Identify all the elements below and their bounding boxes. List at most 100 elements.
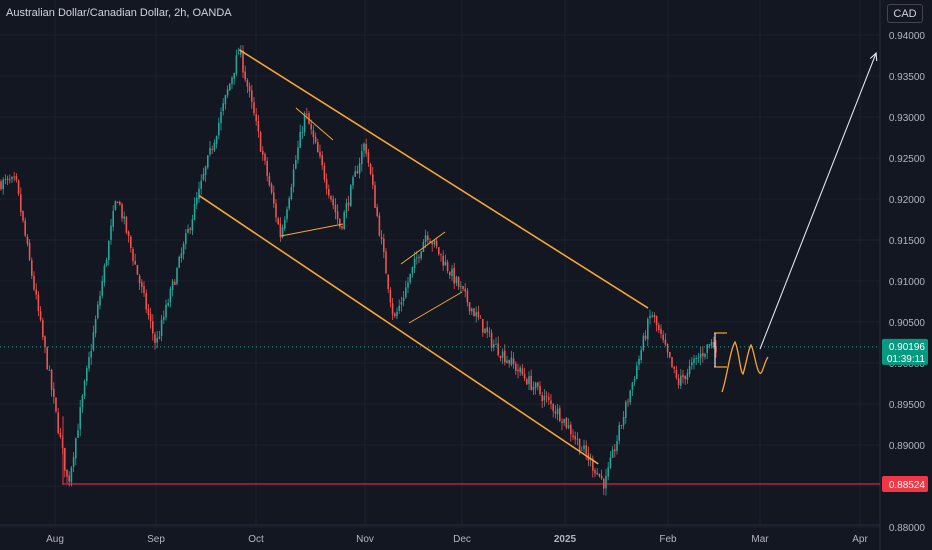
candle-body [149, 313, 152, 322]
candle-body [378, 215, 381, 236]
candle [517, 363, 519, 379]
candle-body [356, 171, 359, 174]
candle [466, 287, 469, 307]
candle [627, 398, 629, 407]
candle-body [572, 435, 574, 438]
candle [94, 315, 97, 338]
candle-body [504, 350, 506, 363]
candle [475, 306, 477, 323]
candle-body [620, 425, 623, 426]
candle-body [200, 180, 202, 189]
candle [598, 473, 601, 478]
candle [39, 306, 42, 322]
candle-body [545, 396, 548, 398]
candle-body [405, 287, 407, 298]
candle [708, 343, 711, 349]
candle [413, 251, 416, 273]
candle [479, 315, 482, 319]
candle-body [530, 375, 532, 390]
candle [200, 174, 202, 195]
candle-body [391, 303, 394, 315]
candle [420, 250, 422, 261]
candle-body [299, 131, 301, 148]
candle [622, 411, 625, 430]
candle-body [136, 264, 139, 275]
candle [81, 393, 84, 413]
candle [66, 469, 68, 484]
candle-body [222, 103, 224, 111]
candle-body [229, 83, 231, 91]
candle [361, 144, 363, 172]
candle [127, 230, 130, 243]
candle [207, 154, 209, 170]
candle-body [70, 467, 73, 483]
candle [563, 418, 565, 426]
candle-body [389, 289, 392, 303]
currency-button[interactable]: CAD [887, 4, 923, 23]
candle [180, 247, 183, 263]
candle [92, 325, 95, 352]
candle [528, 371, 530, 391]
candle-body [277, 218, 279, 225]
candle [288, 196, 290, 211]
candle-body [264, 153, 266, 161]
candle-body [501, 351, 504, 358]
candle-body [182, 243, 185, 255]
candle-body [244, 71, 246, 80]
candle-body [543, 395, 546, 401]
candle-body [506, 360, 508, 363]
candle-body [385, 251, 387, 274]
candle-body [574, 436, 576, 440]
candle [75, 437, 77, 466]
candle [222, 98, 224, 116]
candle-body [147, 308, 150, 315]
candle [352, 175, 354, 190]
candle-body [86, 368, 88, 382]
candle-body [354, 171, 356, 177]
candle-body [279, 223, 282, 238]
x-tick-label: 2025 [554, 534, 577, 545]
candle-body [138, 275, 141, 284]
candle-body [6, 178, 9, 180]
candle [462, 285, 464, 292]
candle-body [411, 266, 414, 274]
candle [299, 124, 301, 149]
candle [158, 330, 161, 340]
candle-body [330, 195, 332, 200]
candle [134, 253, 136, 265]
candle [138, 273, 141, 290]
candle-body [33, 275, 35, 290]
candle-body [345, 203, 348, 213]
candle [169, 286, 172, 308]
candle-body [97, 304, 99, 319]
candle [521, 364, 524, 377]
candle [398, 299, 400, 314]
candle [86, 365, 88, 386]
candle-body [24, 220, 26, 236]
candle [332, 195, 334, 210]
candle [526, 377, 528, 385]
candle [638, 355, 640, 371]
candle-body [306, 113, 308, 115]
candle [328, 184, 330, 199]
last-price-value: 0.90196 [889, 342, 926, 353]
candle [515, 361, 517, 375]
candle-body [365, 143, 367, 154]
candle [325, 173, 328, 195]
candle [147, 303, 150, 320]
candle-body [581, 449, 583, 451]
candle-body [59, 433, 62, 438]
candle-body [677, 378, 680, 385]
candle [534, 381, 537, 395]
candle-body [209, 147, 211, 155]
candle-body [605, 475, 607, 489]
candle [279, 217, 282, 242]
candle [105, 257, 108, 267]
candle [539, 381, 541, 397]
candle [88, 351, 90, 372]
candle [464, 283, 466, 298]
candle [347, 195, 350, 212]
candle-body [310, 124, 312, 130]
